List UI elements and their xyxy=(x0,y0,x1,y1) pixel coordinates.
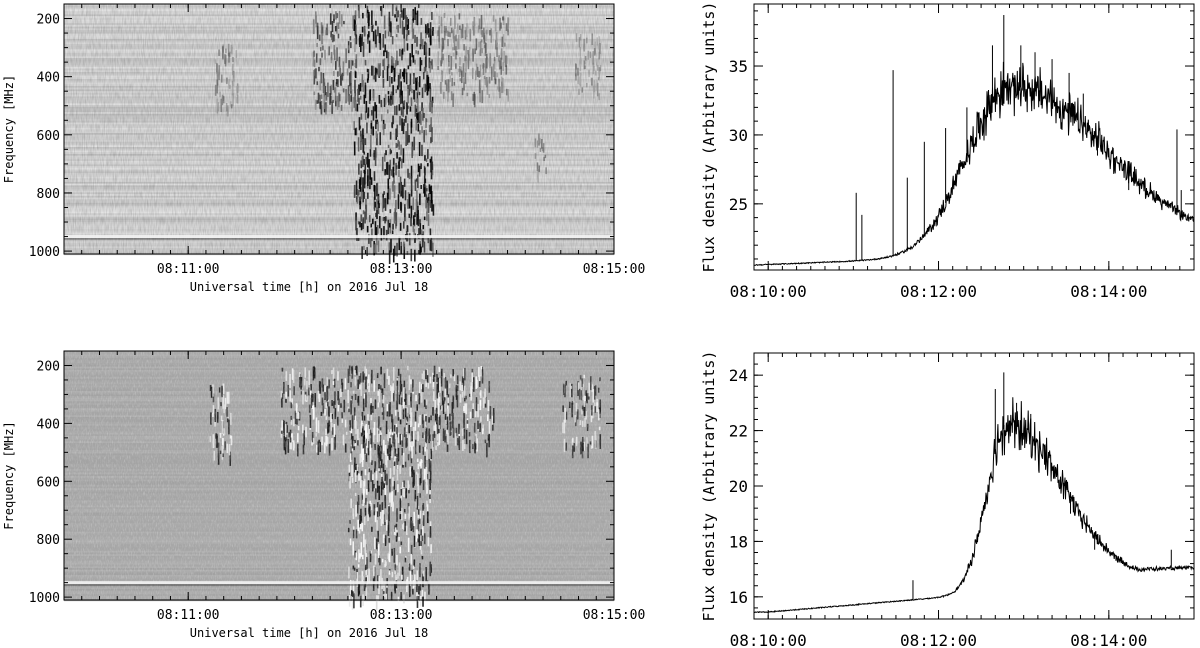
y-tick-label: 600 xyxy=(37,475,60,490)
x-tick-label: 08:12:00 xyxy=(900,631,977,648)
y-tick-label: 800 xyxy=(37,533,60,548)
flux-top-panel: 25 30 35 08:10:00 08:12:00 08:14:00 Flux densi… xyxy=(700,2,1195,301)
y-axis-label: Frequency [MHz] xyxy=(2,75,16,183)
x-tick-label: 08:14:00 xyxy=(1070,282,1147,301)
spectrogram-top-panel: 200 400 600 800 1000 08:11:00 08:13:00 08:15:00… xyxy=(2,3,646,294)
y-tick-label: 35 xyxy=(729,57,748,76)
y-tick-label: 22 xyxy=(729,422,748,441)
y-tick-label: 1000 xyxy=(29,591,60,606)
y-tick-label: 1000 xyxy=(29,245,60,260)
y-tick-label: 200 xyxy=(37,13,60,28)
y-tick-label: 400 xyxy=(37,71,60,86)
y-tick-label: 16 xyxy=(729,588,748,607)
y-axis-label: Flux density (Arbitrary units) xyxy=(700,351,718,622)
plot-frame xyxy=(753,3,1195,271)
spectrogram-grain xyxy=(64,351,614,600)
x-axis-label: Universal time [h] on 2016 Jul 18 xyxy=(190,626,428,640)
plot-frame xyxy=(753,352,1195,620)
x-tick-label: 08:10:00 xyxy=(730,631,807,648)
spectrogram-image xyxy=(64,351,614,610)
x-tick-label: 08:15:00 xyxy=(583,608,646,623)
spectrogram-image xyxy=(64,4,614,264)
interference-line xyxy=(64,235,614,239)
x-axis-label: Universal time [h] on 2016 Jul 18 xyxy=(190,280,428,294)
y-tick-label: 24 xyxy=(729,366,748,385)
x-tick-label: 08:12:00 xyxy=(900,282,977,301)
plot-frame xyxy=(63,3,615,255)
spectrogram-grain xyxy=(64,4,614,254)
x-tick-label: 08:13:00 xyxy=(370,608,433,623)
y-tick-label: 18 xyxy=(729,532,748,551)
x-tick-label: 08:14:00 xyxy=(1070,631,1147,648)
interference-line-shadow xyxy=(64,238,614,240)
x-tick-label: 08:15:00 xyxy=(583,262,646,277)
plot-frame xyxy=(63,350,615,601)
y-tick-label: 30 xyxy=(729,126,748,145)
y-tick-label: 400 xyxy=(37,417,60,432)
y-tick-label: 800 xyxy=(37,187,60,202)
x-tick-label: 08:11:00 xyxy=(157,608,220,623)
flux-series-line xyxy=(753,61,1195,266)
y-tick-label: 20 xyxy=(729,477,748,496)
y-axis-label: Frequency [MHz] xyxy=(2,421,16,529)
y-axis-label: Flux density (Arbitrary units) xyxy=(700,2,718,273)
interference-line-shadow xyxy=(64,584,614,586)
y-tick-label: 25 xyxy=(729,195,748,214)
spectrogram-bottom-panel: 200 400 600 800 1000 08:11:00 08:13:00 08:15:00… xyxy=(2,350,646,640)
x-tick-label: 08:13:00 xyxy=(370,262,433,277)
x-tick-label: 08:10:00 xyxy=(730,282,807,301)
x-tick-label: 08:11:00 xyxy=(157,262,220,277)
y-tick-label: 200 xyxy=(37,359,60,374)
flux-bottom-panel: 16 18 20 22 24 08:10:00 08:12:00 08:14:00 Flux d… xyxy=(700,351,1195,648)
y-tick-label: 600 xyxy=(37,129,60,144)
flux-series-line xyxy=(753,397,1195,614)
interference-line xyxy=(64,581,614,585)
